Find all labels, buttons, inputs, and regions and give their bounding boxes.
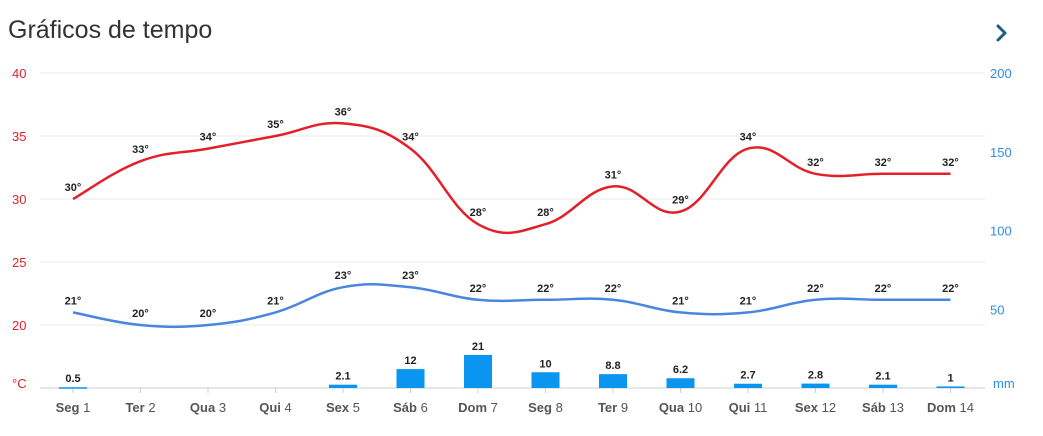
precip-label: 2.8 bbox=[808, 370, 823, 382]
precip-bar bbox=[936, 386, 965, 388]
min-temp-label: 22° bbox=[470, 283, 487, 295]
precip-label: 0.5 bbox=[65, 373, 80, 385]
x-tick-label: Sex 12 bbox=[795, 400, 836, 415]
y-left-tick-label: 25 bbox=[12, 255, 26, 270]
x-tick-label: Ter 2 bbox=[125, 400, 155, 415]
precip-bar bbox=[801, 383, 830, 388]
chevron-right-icon bbox=[996, 24, 1007, 42]
next-button[interactable] bbox=[986, 18, 1016, 48]
max-temp-label: 29° bbox=[672, 195, 689, 207]
precip-bar bbox=[599, 374, 627, 388]
precip-label: 2.1 bbox=[335, 371, 350, 383]
precip-label: 2.1 bbox=[875, 371, 890, 383]
min-temp-label: 22° bbox=[807, 283, 824, 295]
precip-bar bbox=[531, 372, 560, 388]
y-right-tick-label: 100 bbox=[990, 224, 1012, 239]
max-temp-label: 32° bbox=[807, 157, 824, 169]
precip-bar bbox=[869, 384, 897, 388]
precip-label: 8.8 bbox=[605, 360, 620, 372]
min-temp-label: 20° bbox=[132, 308, 149, 320]
y-left-tick-label: 20 bbox=[12, 318, 26, 333]
min-temp-label: 21° bbox=[65, 295, 82, 307]
max-temp-label: 35° bbox=[267, 119, 284, 131]
x-tick-label: Ter 9 bbox=[598, 400, 628, 415]
x-tick-label: Seg 1 bbox=[56, 400, 91, 415]
max-temp-label: 34° bbox=[740, 132, 757, 144]
y-left-tick-label: 30 bbox=[12, 192, 26, 207]
y-left-tick-label: 35 bbox=[12, 129, 26, 144]
precip-bar bbox=[734, 383, 762, 388]
x-tick-label: Qua 3 bbox=[190, 400, 226, 415]
max-temp-label: 34° bbox=[402, 132, 419, 144]
max-temp-line bbox=[72, 121, 951, 235]
x-tick-label: Seg 8 bbox=[528, 400, 563, 415]
min-temp-label: 22° bbox=[605, 283, 622, 295]
y-left-tick-label: 40 bbox=[12, 66, 26, 81]
x-tick-label: Qui 11 bbox=[729, 400, 768, 415]
y-right-tick-label: 50 bbox=[990, 302, 1004, 317]
min-temp-label: 22° bbox=[875, 283, 892, 295]
max-temp-label: 32° bbox=[942, 157, 959, 169]
min-temp-label: 21° bbox=[740, 295, 757, 307]
precip-label: 10 bbox=[539, 358, 551, 370]
precip-label: 21 bbox=[472, 341, 484, 353]
min-temp-line bbox=[72, 283, 951, 329]
precip-label: 2.7 bbox=[740, 370, 755, 382]
max-temp-label: 28° bbox=[470, 207, 487, 219]
max-temp-label: 32° bbox=[875, 157, 892, 169]
min-temp-label: 23° bbox=[335, 270, 352, 282]
max-temp-label: 33° bbox=[132, 144, 149, 156]
chart-header: Gráficos de tempo bbox=[0, 0, 1043, 62]
precip-bar bbox=[464, 354, 492, 388]
x-tick-label: Sáb 6 bbox=[393, 400, 428, 415]
max-temp-label: 36° bbox=[335, 106, 352, 118]
max-temp-label: 30° bbox=[65, 182, 82, 194]
min-temp-label: 21° bbox=[672, 295, 689, 307]
min-temp-label: 22° bbox=[537, 283, 554, 295]
min-temp-label: 21° bbox=[267, 295, 284, 307]
precip-label: 1 bbox=[947, 372, 953, 384]
y-right-tick-label: 200 bbox=[990, 66, 1012, 81]
min-temp-label: 22° bbox=[942, 283, 959, 295]
min-temp-label: 20° bbox=[200, 308, 217, 320]
precip-label: 6.2 bbox=[673, 364, 688, 376]
y-right-tick-label: 150 bbox=[990, 145, 1012, 160]
x-tick-label: Dom 7 bbox=[458, 400, 498, 415]
chart-title: Gráficos de tempo bbox=[8, 16, 213, 44]
y-left-unit: °C bbox=[12, 376, 27, 391]
y-right-unit: mm bbox=[993, 376, 1015, 391]
x-tick-label: Sáb 13 bbox=[862, 400, 904, 415]
x-tick-label: Qua 10 bbox=[659, 400, 702, 415]
precip-bar bbox=[666, 378, 695, 388]
max-temp-label: 31° bbox=[605, 169, 622, 181]
x-tick-label: Sex 5 bbox=[326, 400, 360, 415]
precip-bar bbox=[59, 387, 87, 389]
min-temp-label: 23° bbox=[402, 270, 419, 282]
precip-label: 12 bbox=[404, 355, 416, 367]
x-tick-label: Qui 4 bbox=[259, 400, 292, 415]
x-tick-label: Dom 14 bbox=[927, 400, 974, 415]
precip-bar bbox=[396, 369, 425, 388]
max-temp-label: 28° bbox=[537, 207, 554, 219]
precip-bar bbox=[329, 384, 357, 388]
max-temp-label: 34° bbox=[200, 132, 217, 144]
